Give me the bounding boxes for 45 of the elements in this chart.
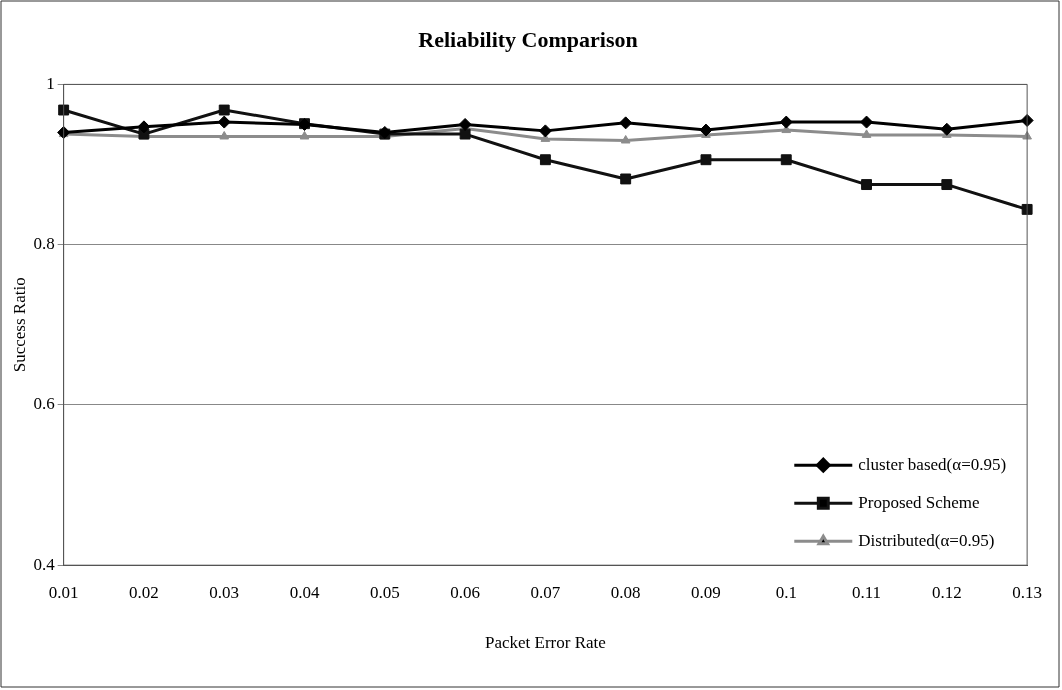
x-tick-label: 0.03 [209, 582, 240, 602]
point [458, 117, 472, 131]
x-tick-label: 0.13 [1012, 582, 1042, 602]
legend-label: cluster based(α=0.95) [858, 454, 1007, 474]
point [861, 179, 872, 191]
x-tick-label: 0.09 [691, 582, 721, 602]
y-tick-label: 0.6 [33, 394, 55, 414]
y-tick-label: 0.8 [33, 234, 55, 254]
y-tick-label: 1 [46, 73, 55, 93]
point [137, 120, 151, 134]
x-tick-label: 0.05 [369, 582, 400, 602]
point [699, 123, 713, 137]
x-axis-title: Packet Error Rate [484, 633, 606, 653]
point [219, 130, 230, 140]
x-tick-label: 0.1 [775, 582, 797, 602]
point [700, 154, 712, 166]
point [941, 179, 953, 191]
y-axis-title: Success Ratio [9, 277, 29, 373]
point [299, 130, 310, 140]
point [538, 124, 552, 138]
x-tick-label: 0.07 [530, 582, 561, 602]
x-tick-label: 0.11 [851, 582, 882, 602]
x-tick-label: 0.12 [931, 582, 962, 602]
point [218, 104, 230, 116]
point [779, 115, 793, 129]
y-tick-label: 0.4 [33, 554, 56, 574]
chart-title: Reliability Comparison [418, 26, 638, 52]
x-tick-label: 0.02 [129, 582, 159, 602]
x-tick-label: 0.06 [450, 582, 480, 602]
legend-label: Proposed Scheme [858, 492, 980, 512]
x-tick-label: 0.08 [610, 582, 641, 602]
point [217, 115, 231, 129]
point [58, 104, 70, 116]
point [539, 154, 551, 166]
point [940, 122, 954, 136]
x-tick-label: 0.04 [289, 582, 320, 602]
x-tick-label: 0.01 [48, 582, 79, 602]
point [620, 173, 632, 185]
point [459, 128, 471, 140]
legend-label: Distributed(α=0.95) [858, 530, 995, 550]
point [619, 116, 633, 130]
point [860, 115, 874, 129]
point [620, 134, 631, 144]
point [780, 154, 792, 166]
point [861, 129, 872, 138]
